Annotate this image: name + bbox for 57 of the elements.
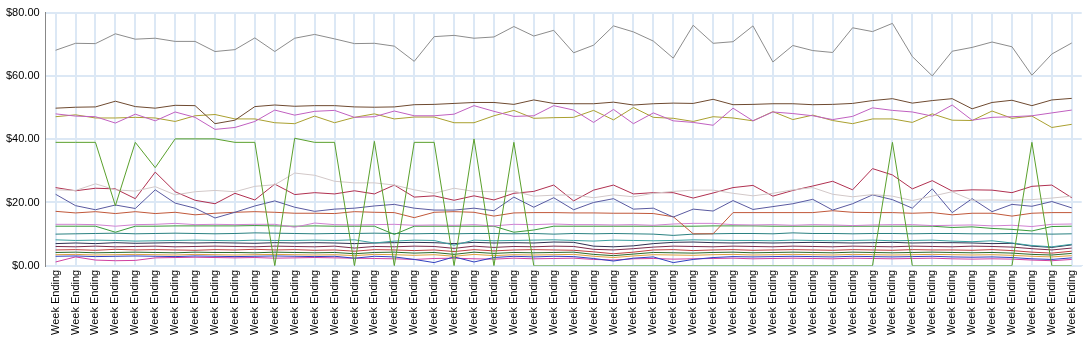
x-tick-label: Week Ending <box>666 269 679 336</box>
x-tick-label: Week Ending <box>347 269 360 336</box>
x-tick-label: Week Ending <box>905 269 918 336</box>
y-tick-label: $0.00 <box>12 258 40 271</box>
y-tick-label: $40.00 <box>5 132 40 145</box>
x-tick-label: Week Ending <box>307 269 320 336</box>
x-tick-label: Week Ending <box>965 269 978 336</box>
y-tick-label: $20.00 <box>5 195 40 208</box>
x-tick-label: Week Ending <box>726 269 739 336</box>
x-tick-label: Week Ending <box>88 269 101 336</box>
x-tick-label: Week Ending <box>367 269 380 336</box>
y-tick-label: $60.00 <box>5 68 40 81</box>
x-tick-label: Week Ending <box>706 269 719 336</box>
x-tick-label: Week Ending <box>48 269 61 336</box>
x-tick-label: Week Ending <box>447 269 460 336</box>
x-tick-label: Week Ending <box>745 269 758 336</box>
x-tick-label: Week Ending <box>208 269 221 336</box>
x-tick-label: Week Ending <box>646 269 659 336</box>
x-tick-label: Week Ending <box>287 269 300 336</box>
x-tick-label: Week Ending <box>825 269 838 336</box>
x-tick-label: Week Ending <box>945 269 958 336</box>
x-tick-label: Week Ending <box>865 269 878 336</box>
y-tick-label: $80.00 <box>5 5 40 18</box>
x-tick-label: Week Ending <box>686 269 699 336</box>
x-tick-label: Week Ending <box>885 269 898 336</box>
x-tick-label: Week Ending <box>985 269 998 336</box>
x-tick-label: Week Ending <box>506 269 519 336</box>
x-tick-label: Week Ending <box>407 269 420 336</box>
x-tick-label: Week Ending <box>247 269 260 336</box>
x-tick-label: Week Ending <box>68 269 81 336</box>
x-tick-label: Week Ending <box>168 269 181 336</box>
x-tick-label: Week Ending <box>227 269 240 336</box>
x-tick-label: Week Ending <box>1024 269 1037 336</box>
x-tick-label: Week Ending <box>1005 269 1017 336</box>
x-tick-label: Week Ending <box>586 269 599 336</box>
x-tick-label: Week Ending <box>606 269 619 336</box>
x-tick-label: Week Ending <box>546 269 559 336</box>
x-tick-label: Week Ending <box>188 269 201 336</box>
x-tick-label: Week Ending <box>566 269 579 336</box>
x-tick-label: Week Ending <box>148 269 161 336</box>
x-tick-label: Week Ending <box>427 269 440 336</box>
x-tick-label: Week Ending <box>128 269 141 336</box>
x-tick-label: Week Ending <box>387 269 400 336</box>
x-tick-label: Week Ending <box>925 269 938 336</box>
x-tick-label: Week Ending <box>1044 269 1057 336</box>
x-tick-label: Week Ending <box>486 269 499 336</box>
x-tick-label: Week Ending <box>526 269 539 336</box>
x-tick-label: Week Ending <box>626 269 639 336</box>
x-tick-label: Week Ending <box>845 269 858 336</box>
x-tick-label: Week Ending <box>1064 269 1077 336</box>
x-tick-label: Week Ending <box>327 269 340 336</box>
x-tick-label: Week Ending <box>267 269 280 336</box>
x-tick-label: Week Ending <box>108 269 121 336</box>
x-tick-label: Week Ending <box>805 269 818 336</box>
x-tick-label: Week Ending <box>785 269 798 336</box>
x-tick-label: Week Ending <box>467 269 480 336</box>
x-tick-label: Week Ending <box>765 269 778 336</box>
